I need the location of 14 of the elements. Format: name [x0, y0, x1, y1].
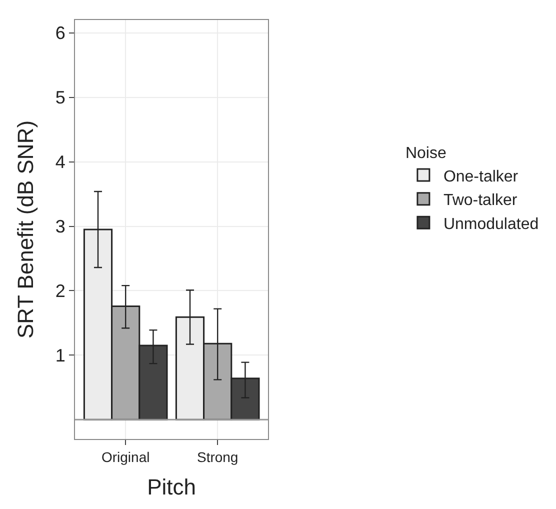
y-tick-label: 2	[55, 281, 66, 302]
x-axis-title: Pitch	[147, 474, 196, 500]
y-tick-label: 5	[55, 88, 66, 108]
x-tick-label: Strong	[196, 448, 238, 465]
y-tick-label: 1	[55, 346, 66, 366]
y-tick-label: 4	[55, 152, 66, 172]
legend-label: Two-talker	[443, 192, 518, 210]
y-tick-label: 3	[55, 216, 66, 237]
legend-label: One-talker	[443, 168, 519, 186]
legend-label: Unmodulated	[443, 216, 539, 233]
y-axis-title: SRT Benefit (dB SNR)	[13, 120, 38, 339]
legend-title: Noise	[405, 145, 446, 162]
y-tick-label: 6	[55, 23, 66, 44]
x-tick-label: Original	[101, 448, 150, 465]
